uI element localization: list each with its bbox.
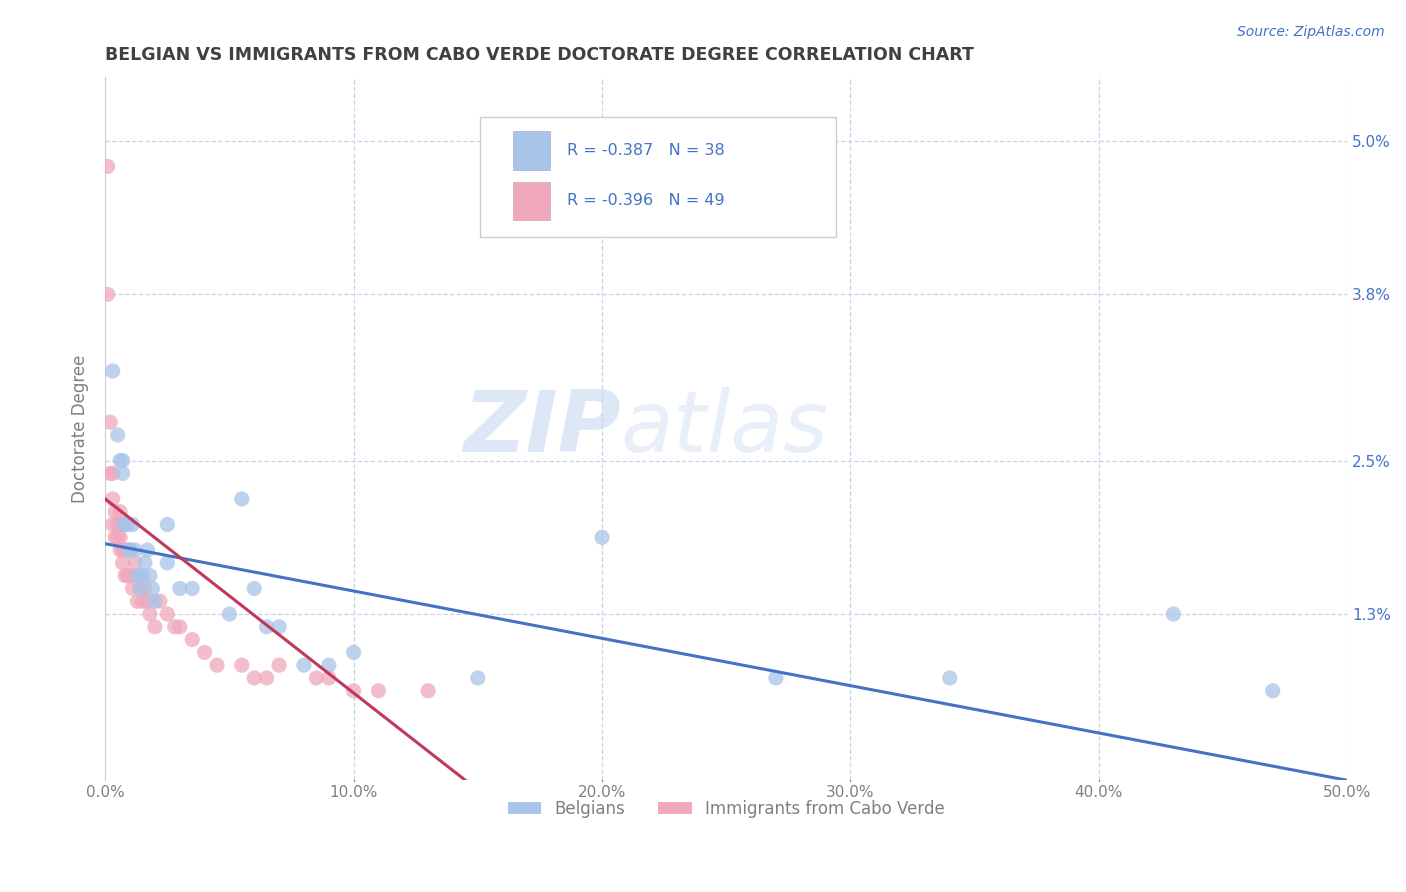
Point xyxy=(114,517,136,532)
Point xyxy=(118,568,141,582)
Y-axis label: Doctorate Degree: Doctorate Degree xyxy=(72,354,89,503)
Point xyxy=(243,582,266,596)
Point xyxy=(108,453,131,467)
Point xyxy=(134,582,156,596)
Point xyxy=(114,543,136,558)
Point xyxy=(231,658,253,673)
Point xyxy=(101,517,124,532)
Point xyxy=(104,530,127,544)
Point xyxy=(163,620,186,634)
Point xyxy=(205,658,228,673)
Point xyxy=(127,594,149,608)
Point xyxy=(114,568,136,582)
Point xyxy=(169,620,191,634)
Point xyxy=(98,415,121,429)
Bar xyxy=(513,182,550,220)
Point xyxy=(343,683,366,698)
Text: ZIP: ZIP xyxy=(463,387,620,470)
Text: Source: ZipAtlas.com: Source: ZipAtlas.com xyxy=(1237,25,1385,39)
Point xyxy=(143,620,166,634)
Point xyxy=(139,607,162,621)
Point xyxy=(591,530,613,544)
Point xyxy=(156,517,179,532)
Point xyxy=(156,607,179,621)
Point xyxy=(107,517,129,532)
Point xyxy=(181,582,204,596)
Point xyxy=(108,530,131,544)
Point xyxy=(1261,683,1284,698)
Point xyxy=(118,543,141,558)
Point xyxy=(124,543,146,558)
Point xyxy=(121,582,143,596)
Point xyxy=(156,556,179,570)
Point xyxy=(131,594,153,608)
Point xyxy=(97,287,120,301)
Point xyxy=(101,491,124,506)
Point xyxy=(305,671,328,685)
Point xyxy=(124,556,146,570)
Point xyxy=(939,671,962,685)
Point xyxy=(127,568,149,582)
Point xyxy=(765,671,787,685)
Point xyxy=(367,683,389,698)
Point xyxy=(134,556,156,570)
Point xyxy=(269,620,291,634)
FancyBboxPatch shape xyxy=(481,117,835,237)
Point xyxy=(129,582,152,596)
Point xyxy=(98,467,121,481)
Point xyxy=(169,582,191,596)
Point xyxy=(117,543,139,558)
Point xyxy=(139,568,162,582)
Point xyxy=(117,517,139,532)
Point xyxy=(121,517,143,532)
Point xyxy=(318,658,340,673)
Point xyxy=(131,568,153,582)
Legend: Belgians, Immigrants from Cabo Verde: Belgians, Immigrants from Cabo Verde xyxy=(501,793,952,825)
Text: BELGIAN VS IMMIGRANTS FROM CABO VERDE DOCTORATE DEGREE CORRELATION CHART: BELGIAN VS IMMIGRANTS FROM CABO VERDE DO… xyxy=(105,46,974,64)
Point xyxy=(97,160,120,174)
Point xyxy=(118,543,141,558)
Point xyxy=(108,543,131,558)
Point xyxy=(1163,607,1185,621)
Point xyxy=(256,620,278,634)
Point xyxy=(117,568,139,582)
Point xyxy=(292,658,315,673)
Point xyxy=(101,467,124,481)
Point xyxy=(231,491,253,506)
Point xyxy=(343,645,366,659)
Text: R = -0.387   N = 38: R = -0.387 N = 38 xyxy=(567,143,725,158)
Point xyxy=(269,658,291,673)
Point xyxy=(111,453,134,467)
Point xyxy=(141,582,163,596)
Text: atlas: atlas xyxy=(620,387,828,470)
Point xyxy=(118,543,141,558)
Point xyxy=(136,543,159,558)
Point xyxy=(107,530,129,544)
Point xyxy=(114,517,136,532)
Text: R = -0.396   N = 49: R = -0.396 N = 49 xyxy=(567,193,725,208)
Point xyxy=(467,671,489,685)
Point xyxy=(101,364,124,378)
Point xyxy=(108,505,131,519)
Point xyxy=(111,556,134,570)
Bar xyxy=(513,131,550,170)
Point xyxy=(256,671,278,685)
Point xyxy=(418,683,440,698)
Point xyxy=(136,594,159,608)
Point xyxy=(143,594,166,608)
Point xyxy=(104,505,127,519)
Point xyxy=(149,594,172,608)
Point xyxy=(107,428,129,442)
Point xyxy=(111,517,134,532)
Point xyxy=(318,671,340,685)
Point xyxy=(127,568,149,582)
Point xyxy=(111,543,134,558)
Point xyxy=(194,645,217,659)
Point xyxy=(243,671,266,685)
Point xyxy=(181,632,204,647)
Point xyxy=(111,467,134,481)
Point xyxy=(129,582,152,596)
Point xyxy=(218,607,240,621)
